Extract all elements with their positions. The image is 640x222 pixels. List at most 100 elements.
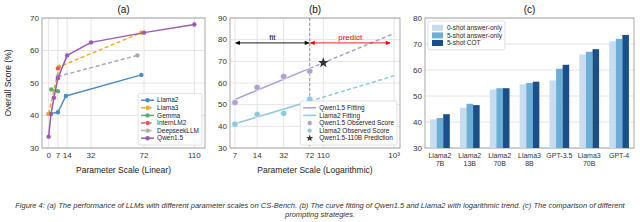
y-tick-label: 50 xyxy=(218,100,227,109)
x-tick-label: GPT-3.5 xyxy=(546,152,572,159)
legend-swatch xyxy=(303,115,316,117)
legend-swatch xyxy=(432,40,443,46)
series-line xyxy=(58,55,138,76)
series-line xyxy=(49,75,142,114)
data-point xyxy=(49,87,53,91)
x-tick-label: 110 xyxy=(317,151,330,160)
data-point xyxy=(254,84,260,90)
arrow-head xyxy=(386,41,391,45)
series-line xyxy=(310,33,394,68)
series-line xyxy=(235,68,310,99)
y-tick-label: 80 xyxy=(218,35,227,44)
x-tick-label-line: Llama2 xyxy=(458,152,481,159)
y-tick-label: 50 xyxy=(413,92,422,101)
bar xyxy=(592,49,599,148)
data-point xyxy=(139,73,143,77)
grid-line xyxy=(230,83,400,84)
bar xyxy=(533,82,540,148)
x-tick-label: 72 xyxy=(140,151,149,160)
y-tick-label: 60 xyxy=(218,79,227,88)
data-point xyxy=(65,53,69,57)
x-tick-label-line: 7B xyxy=(436,160,445,167)
data-point xyxy=(56,76,60,80)
legend-swatch xyxy=(145,106,149,110)
data-point xyxy=(56,110,60,114)
data-point xyxy=(89,40,93,44)
legend-swatch xyxy=(303,107,316,109)
y-tick-label: 60 xyxy=(30,46,39,55)
x-tick-label: GPT-4 xyxy=(609,152,629,159)
x-tick-label: 7 xyxy=(233,151,238,160)
legend-label: Llama3 xyxy=(157,104,179,111)
bar xyxy=(496,88,503,148)
x-tick-label: 32 xyxy=(279,151,288,160)
data-point xyxy=(232,121,238,127)
bar xyxy=(443,114,450,148)
plot-frame xyxy=(42,18,205,148)
x-tick-label: 72 xyxy=(305,151,314,160)
data-point xyxy=(281,110,287,116)
arrow-head xyxy=(310,41,315,45)
x-tick-label-line: 8B xyxy=(525,160,534,167)
bar xyxy=(609,41,616,148)
data-point xyxy=(307,68,313,74)
y-tick-label: 80 xyxy=(413,14,422,23)
x-tick-label: 7 xyxy=(56,151,61,160)
bar xyxy=(520,84,527,148)
x-tick-label-line: Llama2 xyxy=(428,152,451,159)
data-point xyxy=(142,30,146,34)
grid-line xyxy=(230,61,400,62)
y-tick-label: 40 xyxy=(218,122,227,131)
x-tick-label-line: 70B xyxy=(583,160,596,167)
x-tick-label: 14 xyxy=(63,151,72,160)
y-tick-label: 90 xyxy=(218,14,227,23)
legend-swatch xyxy=(145,121,149,125)
bar xyxy=(563,65,570,148)
series-line xyxy=(235,101,310,124)
x-axis-label: Parameter Scale (Logarithmic) xyxy=(257,165,372,175)
bar xyxy=(526,83,533,148)
legend-label: Llama2 Observed Score xyxy=(319,127,389,134)
bar xyxy=(622,35,629,148)
data-point xyxy=(232,99,238,105)
grid-line xyxy=(42,83,205,84)
x-tick-label-line: Llama3 xyxy=(578,152,601,159)
data-point xyxy=(281,73,287,79)
data-point xyxy=(192,22,196,26)
x-tick-label: 14 xyxy=(253,151,262,160)
y-tick-label: 40 xyxy=(30,111,39,120)
x-tick-label-line: 13B xyxy=(464,160,477,167)
chart-title: (c) xyxy=(524,4,536,15)
legend: Qwen1.5 FittingLlama2 FittingQwen1.5 Obs… xyxy=(300,101,397,145)
x-tick-label: Llama27B xyxy=(428,152,451,167)
y-tick-label: 30 xyxy=(30,144,39,153)
figure: 304050607007143272110(a)Parameter Scale … xyxy=(0,0,640,222)
grid-line xyxy=(230,39,400,40)
bar xyxy=(556,69,563,148)
x-tick-label: 10³ xyxy=(388,151,400,160)
data-point xyxy=(46,134,50,138)
data-point xyxy=(56,89,60,93)
bar xyxy=(490,90,497,149)
bar xyxy=(586,52,593,148)
series-line xyxy=(49,25,195,137)
legend-swatch xyxy=(145,128,149,132)
grid-line xyxy=(425,70,634,71)
y-tick-label: 40 xyxy=(413,118,422,127)
data-point xyxy=(64,94,68,98)
series-line xyxy=(49,33,142,114)
x-tick-label: 32 xyxy=(87,151,96,160)
legend-swatch xyxy=(145,98,149,102)
y-tick-label: 30 xyxy=(413,144,422,153)
arrow-head xyxy=(235,41,240,45)
y-tick-label: 70 xyxy=(218,57,227,66)
chart-title: (a) xyxy=(117,4,129,15)
legend-label: Gemma xyxy=(157,112,181,119)
plot-marks xyxy=(46,22,196,139)
legend-swatch xyxy=(308,121,312,125)
y-axis-label: Overall Score (%) xyxy=(3,49,13,116)
x-tick-label-line: GPT-4 xyxy=(609,152,629,159)
legend-label: 5-shot COT xyxy=(447,39,481,46)
annotation-text: fit xyxy=(269,33,276,42)
legend: Llama2Llama3GemmaInternLM2DeepseekLLMQwe… xyxy=(138,93,202,145)
